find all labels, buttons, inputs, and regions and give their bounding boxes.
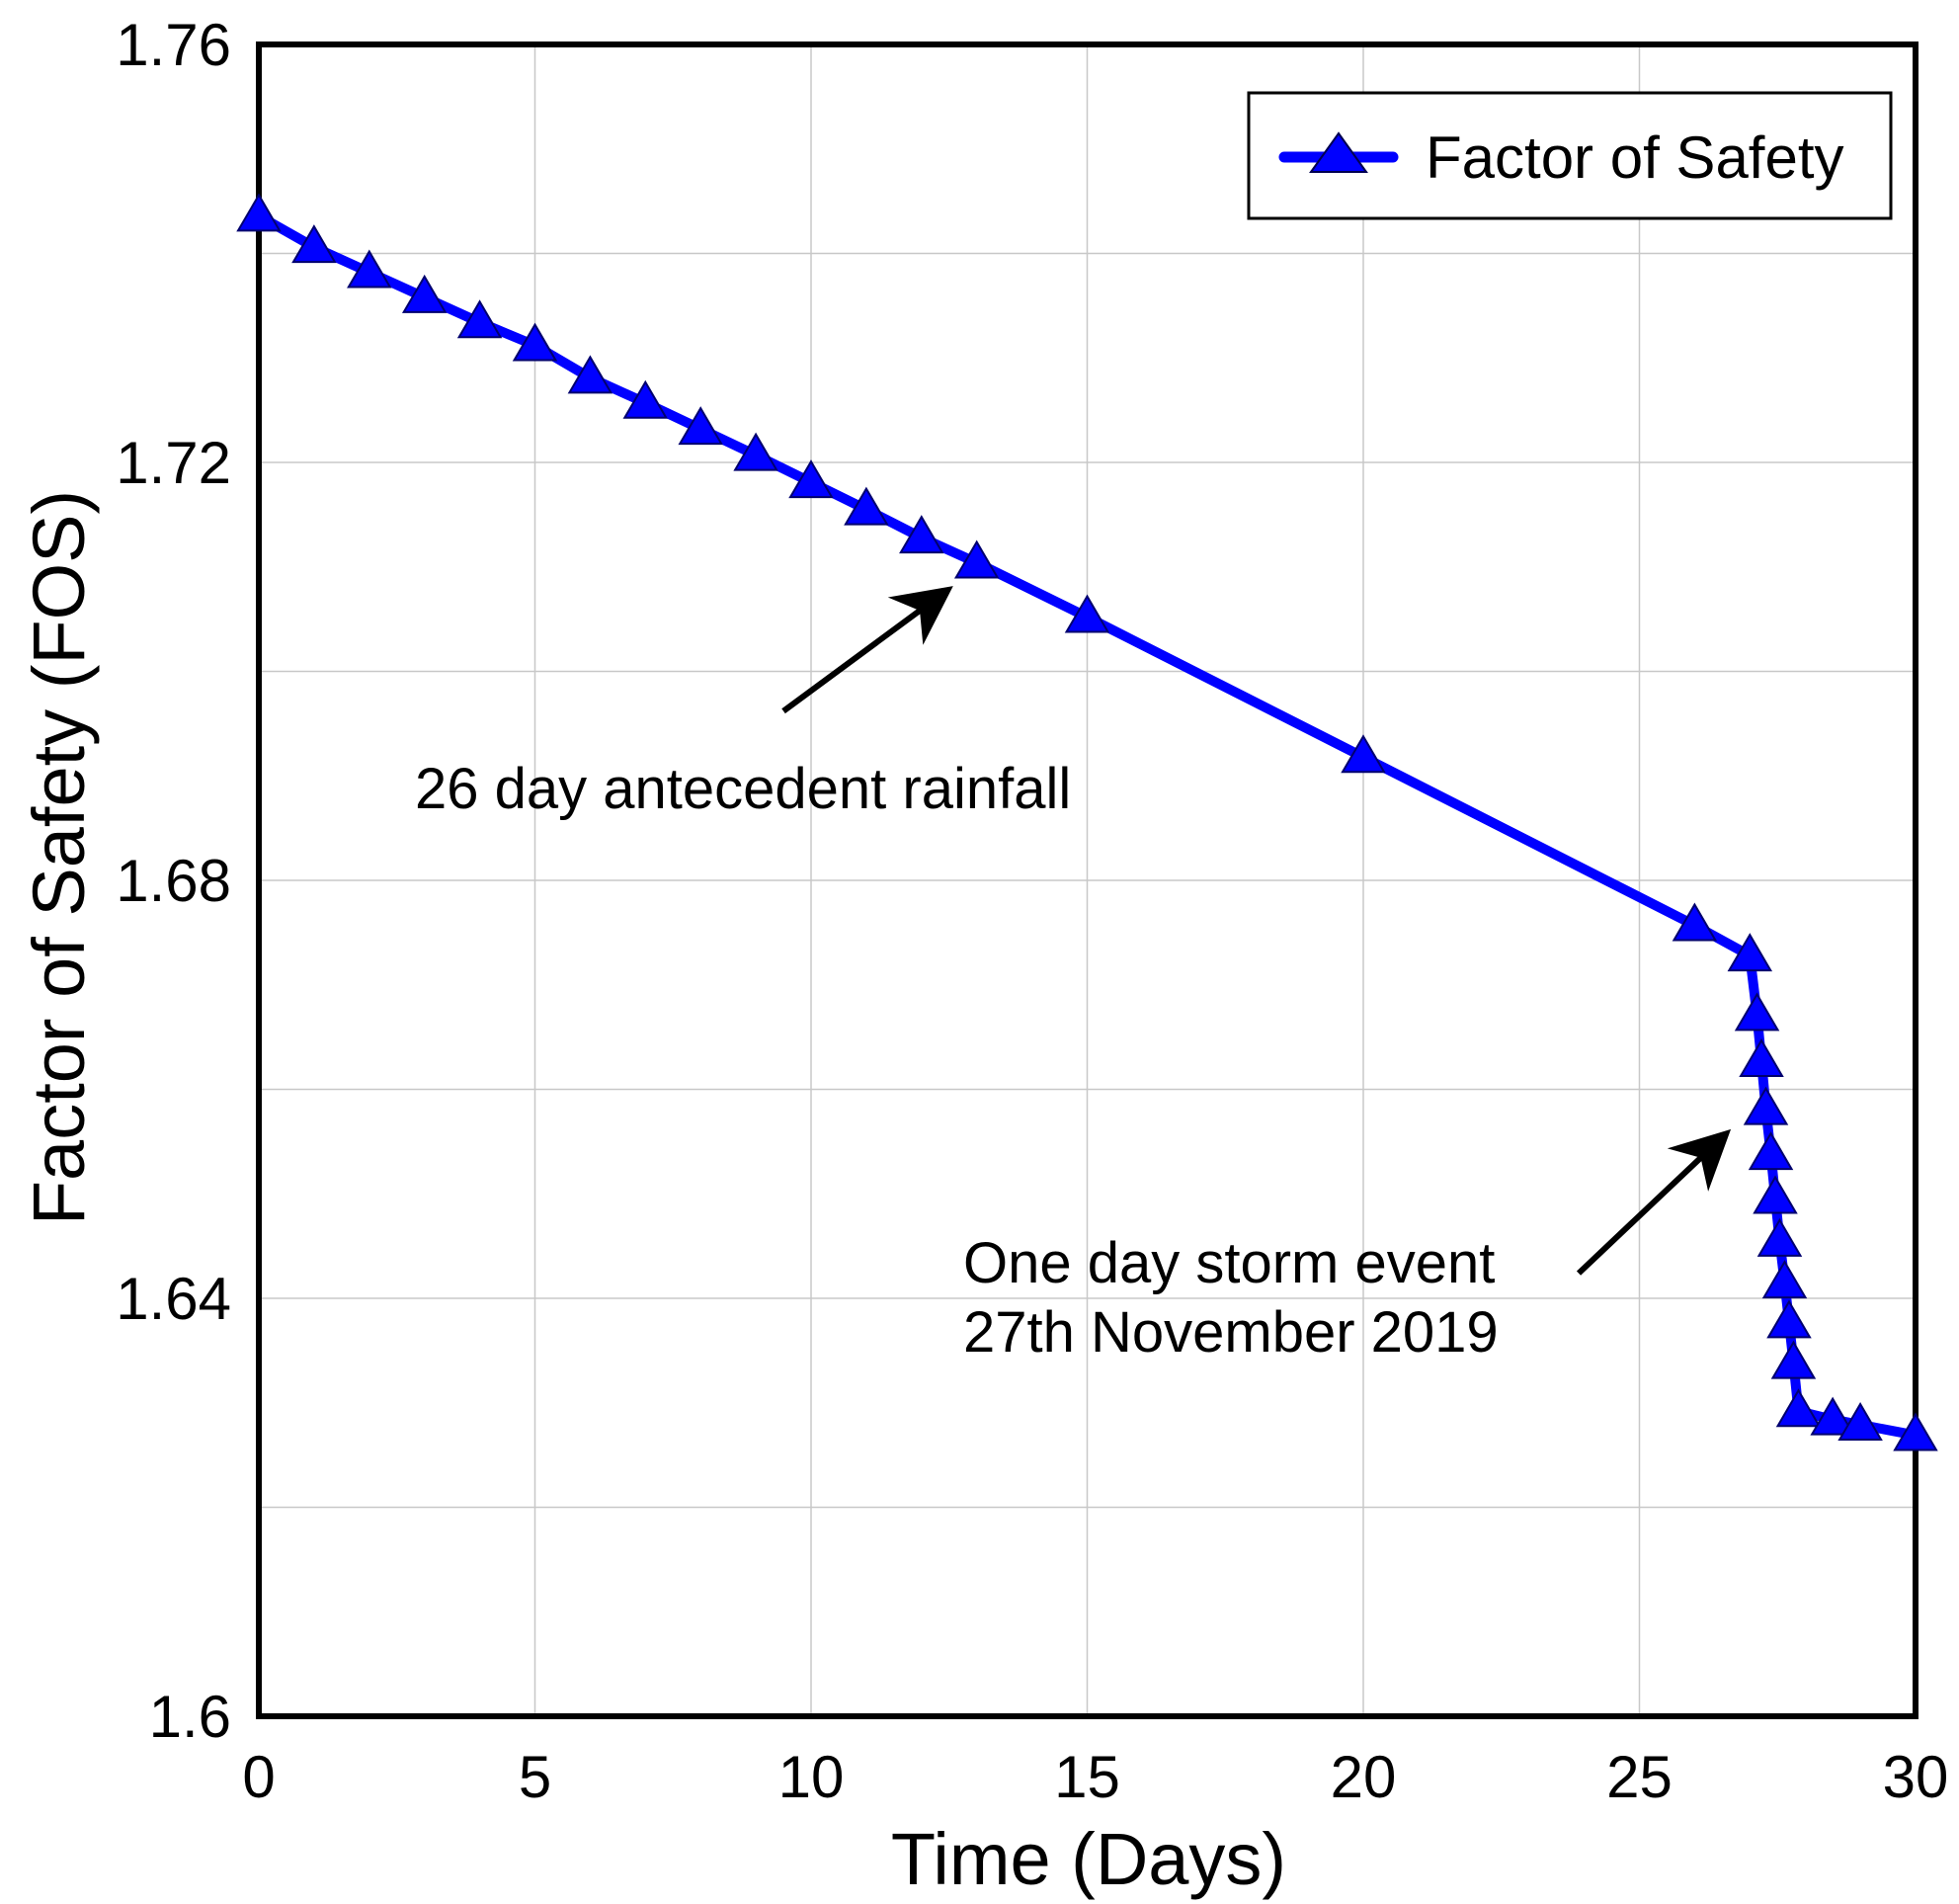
series-markers xyxy=(236,193,1938,1451)
data-point-triangle xyxy=(678,406,723,446)
data-point-triangle xyxy=(1753,1175,1798,1214)
data-point-triangle xyxy=(1770,1340,1817,1379)
data-point-triangle xyxy=(1734,992,1780,1032)
x-tick-label: 0 xyxy=(242,1744,275,1810)
x-tick-label: 10 xyxy=(778,1744,845,1810)
annotation-arrow xyxy=(1576,1128,1732,1276)
data-point-triangle xyxy=(456,299,503,339)
y-axis-title: Factor of Safety (FOS) xyxy=(18,490,100,1225)
data-point-triangle xyxy=(1341,734,1386,774)
data-point-triangle xyxy=(899,515,944,554)
data-point-triangle xyxy=(1893,1412,1938,1451)
data-point-triangle xyxy=(733,432,778,471)
y-tick-label: 1.76 xyxy=(116,12,231,78)
data-point-triangle xyxy=(1837,1401,1883,1441)
data-point-triangle xyxy=(622,379,669,419)
data-point-triangle xyxy=(236,193,282,232)
data-point-triangle xyxy=(1775,1388,1822,1428)
data-point-triangle xyxy=(953,539,1000,579)
data-point-triangle xyxy=(1748,1131,1794,1171)
data-point-triangle xyxy=(512,322,558,362)
y-tick-label: 1.6 xyxy=(149,1684,231,1750)
data-point-triangle xyxy=(1064,594,1110,633)
data-point-triangle xyxy=(1756,1217,1803,1257)
data-point-triangle xyxy=(1743,1086,1789,1125)
data-point-triangle xyxy=(567,355,613,394)
annotation-text: One day storm event xyxy=(963,1231,1495,1295)
x-axis-title: Time (Days) xyxy=(891,1818,1286,1900)
annotation-text: 27th November 2019 xyxy=(963,1300,1499,1365)
y-tick-label: 1.72 xyxy=(116,430,231,496)
x-tick-label: 15 xyxy=(1054,1744,1120,1810)
grid xyxy=(259,44,1916,1716)
data-point-triangle xyxy=(1761,1260,1808,1299)
x-tick-label: 25 xyxy=(1606,1744,1673,1810)
data-point-triangle xyxy=(844,486,889,526)
legend-label: Factor of Safety xyxy=(1426,124,1844,191)
data-point-triangle xyxy=(1739,1037,1784,1077)
data-point-triangle xyxy=(401,274,448,313)
y-tick-label: 1.64 xyxy=(116,1266,231,1332)
data-point-triangle xyxy=(788,459,834,499)
axes: 0 5 10 15 20 25 30 1.6 1.64 1.68 1.72 1.76 xyxy=(116,12,1948,1810)
legend: Factor of Safety xyxy=(1247,91,1893,220)
annotation-arrow xyxy=(781,586,953,714)
x-tick-label: 20 xyxy=(1331,1744,1397,1810)
x-tick-label: 5 xyxy=(519,1744,551,1810)
data-point-triangle xyxy=(1766,1299,1812,1339)
data-point-triangle xyxy=(1727,933,1773,972)
plot-frame xyxy=(256,41,1918,1719)
data-point-triangle xyxy=(1672,902,1718,942)
data-point-triangle xyxy=(347,249,392,289)
annotation-text: 26 day antecedent rainfall xyxy=(415,757,1071,821)
data-point-triangle xyxy=(291,224,337,264)
x-tick-label: 30 xyxy=(1883,1744,1949,1810)
data-point-triangle xyxy=(1810,1396,1855,1436)
annotations: 26 day antecedent rainfall One day storm … xyxy=(415,586,1732,1365)
y-tick-label: 1.68 xyxy=(116,848,231,914)
legend-triangle-icon xyxy=(1309,131,1368,173)
